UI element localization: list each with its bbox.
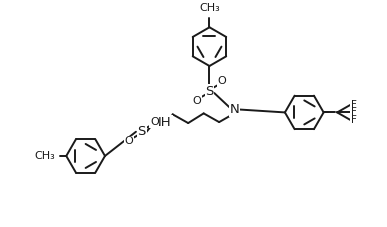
Text: CH₃: CH₃ [34,151,55,161]
Text: O: O [217,76,226,86]
Text: S: S [137,125,146,138]
Text: F: F [351,100,356,110]
Text: S: S [205,85,214,98]
Text: O: O [192,96,201,106]
Text: O: O [125,136,134,146]
Text: CH₃: CH₃ [199,3,220,13]
Text: O: O [150,117,159,127]
Text: N: N [230,103,240,116]
Text: F: F [351,107,356,117]
Text: NH: NH [152,116,172,128]
Text: F: F [351,115,356,125]
